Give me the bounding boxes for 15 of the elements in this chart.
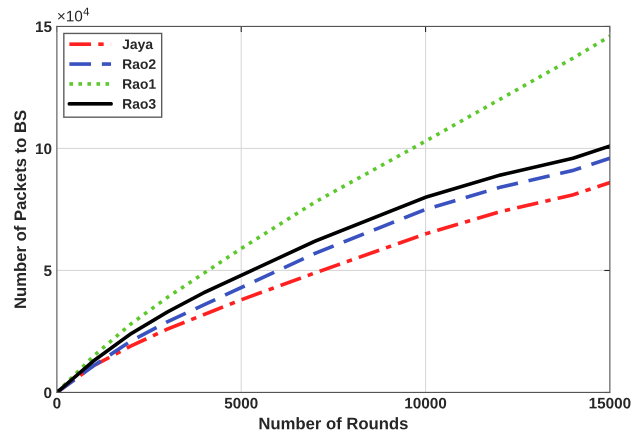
x-axis-title: Number of Rounds [260,417,408,430]
x-tick-label: 10000 [405,398,446,409]
legend-label: Jaya [122,39,154,52]
legend-label: Rao1 [123,79,156,89]
legend-label: Rao2 [123,59,156,70]
y-tick-label: 15 [36,21,52,32]
x-tick-label: 15000 [590,398,630,409]
x-tick-label: 0 [53,398,61,409]
y-tick-label: 5 [44,266,52,276]
y-tick-label: 10 [36,143,52,154]
text: ×10$^{4}$ [58,8,90,22]
y-tick-label: 0 [44,387,52,398]
legend-label: Rao3 [123,99,156,109]
x-tick-label: 5000 [224,398,258,409]
y-axis-title: Number of Packets to BS [14,110,26,308]
